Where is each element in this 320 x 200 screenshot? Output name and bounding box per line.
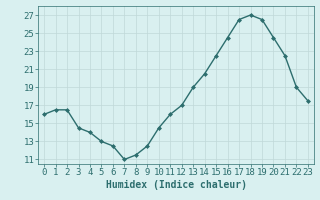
X-axis label: Humidex (Indice chaleur): Humidex (Indice chaleur) (106, 180, 246, 190)
